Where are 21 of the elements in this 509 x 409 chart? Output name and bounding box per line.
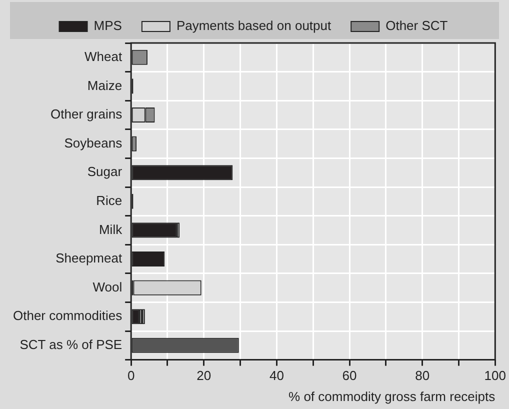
- y-tick-label: Maize: [87, 78, 122, 93]
- y-tick-label: Sheepmeat: [56, 250, 122, 266]
- y-tick-label: Other commodities: [12, 308, 123, 324]
- legend-label: MPS: [94, 18, 122, 34]
- y-tick-label: Other grains: [50, 106, 123, 122]
- y-tick-label: Wheat: [84, 48, 122, 64]
- x-tick-label: 80: [415, 368, 430, 384]
- x-tick-label: 60: [342, 368, 357, 384]
- x-tick-label: 40: [269, 368, 284, 384]
- x-axis-title: % of commodity gross farm receipts: [288, 388, 496, 404]
- x-tick-label: 0: [127, 368, 135, 384]
- x-tick-label: 20: [196, 368, 212, 384]
- y-tick-label: Wool: [92, 279, 122, 294]
- x-tick-label: 100: [484, 368, 506, 384]
- legend-label: Payments based on output: [176, 18, 332, 34]
- y-tick-label: SCT as % of PSE: [20, 336, 122, 352]
- y-tick-label: Rice: [96, 192, 122, 208]
- legend-label: Other SCT: [386, 18, 448, 34]
- y-tick-label: Milk: [98, 222, 123, 237]
- y-tick-label: Soybeans: [64, 135, 123, 150]
- y-tick-label: Sugar: [87, 164, 123, 180]
